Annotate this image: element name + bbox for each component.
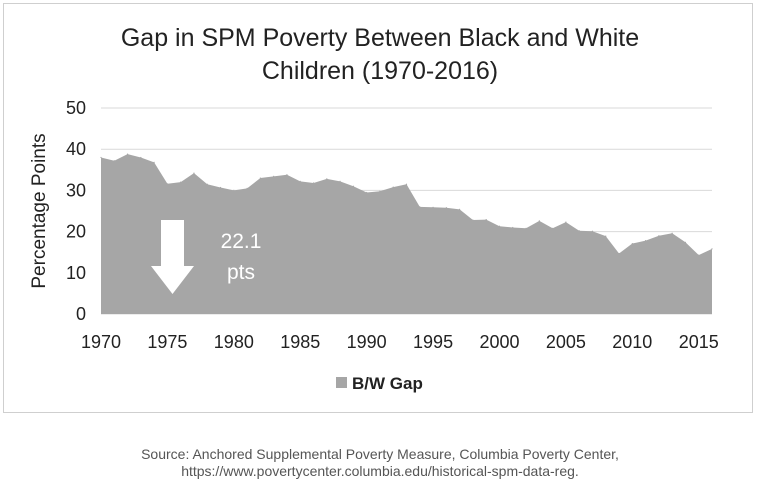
data-point-2002: [525, 227, 527, 229]
x-tick-label: 2015: [679, 332, 719, 352]
annotation-value: 22.1: [221, 230, 262, 253]
data-point-1996: [445, 207, 447, 209]
x-tick-label: 1990: [347, 332, 387, 352]
legend: B/W Gap: [336, 374, 423, 393]
y-tick-label: 20: [66, 222, 86, 242]
x-tick-label: 1995: [413, 332, 453, 352]
data-point-1999: [485, 219, 487, 221]
x-tick-label: 2005: [546, 332, 586, 352]
data-point-1997: [459, 208, 461, 210]
y-tick-label: 40: [66, 139, 86, 159]
x-tick-label: 1975: [147, 332, 187, 352]
data-point-1984: [286, 174, 288, 176]
data-point-2012: [658, 235, 660, 237]
data-point-1974: [153, 161, 155, 163]
data-point-2004: [552, 227, 554, 229]
data-point-1994: [419, 206, 421, 208]
data-point-2016: [711, 248, 713, 250]
y-tick-label: 50: [66, 98, 86, 118]
data-point-2001: [512, 226, 514, 229]
x-tick-label: 1970: [81, 332, 121, 352]
plot-area: [100, 153, 713, 314]
data-point-2007: [591, 230, 594, 232]
data-point-1978: [206, 183, 208, 185]
data-point-1998: [472, 219, 474, 221]
data-point-1973: [140, 156, 142, 159]
data-point-1977: [193, 172, 195, 174]
data-point-2008: [605, 235, 607, 237]
chart-title-line-1: Gap in SPM Poverty Between Black and Whi…: [121, 24, 639, 52]
data-point-2009: [618, 252, 620, 255]
data-point-2003: [538, 220, 540, 222]
chart-title-line-2: Children (1970-2016): [262, 57, 498, 85]
x-tick-label: 1985: [280, 332, 320, 352]
chart-svg: Gap in SPM Poverty Between Black and Whi…: [29, 24, 719, 393]
data-point-1972: [126, 153, 129, 155]
source-note: Source: Anchored Supplemental Poverty Me…: [0, 446, 760, 480]
y-axis-ticks: 0 10 20 30 40 50: [66, 98, 86, 324]
data-point-1971: [113, 160, 115, 162]
series-area-bw-gap: [101, 154, 712, 314]
y-tick-label: 0: [76, 304, 86, 324]
data-point-2006: [578, 230, 580, 232]
data-point-2013: [671, 232, 673, 234]
data-point-2010: [631, 242, 633, 245]
data-point-2014: [684, 241, 687, 243]
data-point-2015: [698, 254, 700, 256]
data-point-1990: [366, 191, 368, 194]
data-point-1979: [219, 186, 222, 189]
legend-label: B/W Gap: [352, 374, 423, 393]
data-point-1985: [299, 180, 301, 182]
data-point-1986: [312, 182, 315, 184]
data-point-1987: [326, 178, 328, 180]
x-tick-label: 2000: [479, 332, 519, 352]
data-point-2000: [498, 225, 501, 227]
data-point-1988: [339, 180, 341, 182]
data-point-1992: [392, 186, 394, 188]
data-point-1980: [233, 189, 235, 191]
x-tick-label: 1980: [214, 332, 254, 352]
data-point-1993: [405, 183, 408, 185]
data-point-1989: [352, 185, 354, 187]
data-point-1983: [273, 175, 275, 177]
data-point-1981: [246, 187, 248, 189]
annotation-unit: pts: [227, 261, 255, 284]
data-point-2011: [644, 240, 647, 242]
data-point-1976: [180, 181, 182, 183]
data-point-2005: [565, 221, 567, 223]
y-tick-label: 30: [66, 180, 86, 200]
legend-swatch: [336, 377, 347, 388]
x-axis-ticks: 1970 1975 1980 1985 1990 1995 2000 2005 2010 2015: [81, 332, 719, 352]
data-point-1991: [379, 190, 381, 192]
source-line-1: Source: Anchored Supplemental Poverty Me…: [141, 446, 619, 462]
source-line-2: https://www.povertycenter.columbia.edu/h…: [181, 463, 579, 479]
y-tick-label: 10: [66, 263, 86, 283]
chart-frame: Gap in SPM Poverty Between Black and Whi…: [3, 3, 753, 413]
y-axis-title: Percentage Points: [29, 133, 50, 288]
data-point-1970: [100, 156, 102, 159]
down-arrow-icon: [151, 220, 194, 294]
data-point-1975: [166, 183, 169, 185]
decline-annotation: 22.1 pts: [151, 220, 261, 294]
data-point-1982: [259, 177, 261, 179]
data-point-1995: [432, 206, 434, 208]
x-tick-label: 2010: [612, 332, 652, 352]
